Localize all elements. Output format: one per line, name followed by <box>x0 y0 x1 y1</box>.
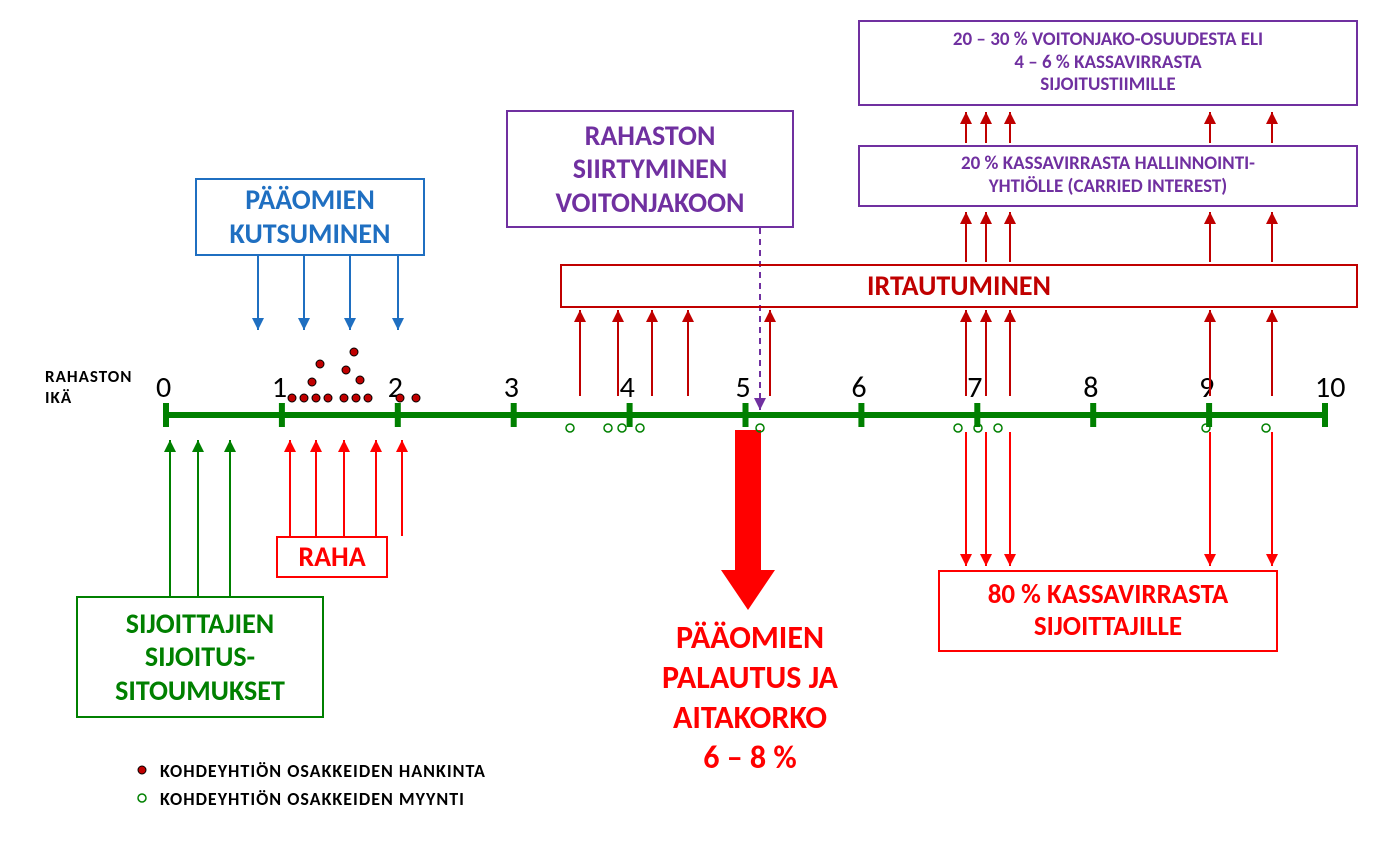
svg-text:4: 4 <box>620 369 635 406</box>
svg-text:8: 8 <box>1083 369 1098 406</box>
box-paakutsuminen: PÄÄOMIENKUTSUMINEN <box>195 178 425 256</box>
svg-text:10: 10 <box>1315 369 1345 406</box>
svg-text:5: 5 <box>736 369 751 406</box>
svg-text:1: 1 <box>272 369 287 406</box>
legend-green-dot-label: KOHDEYHTIÖN OSAKKEIDEN MYYNTI <box>160 788 465 810</box>
svg-text:0: 0 <box>156 369 171 406</box>
box-raha: RAHA <box>276 536 388 578</box>
axis-title: RAHASTONIKÄ <box>45 366 132 408</box>
box-rahaston_siirto: RAHASTONSIIRTYMINENVOITONJAKOON <box>506 110 794 228</box>
box-irtautuminen: IRTAUTUMINEN <box>560 264 1358 308</box>
legend-red-dot-label: KOHDEYHTIÖN OSAKKEIDEN HANKINTA <box>160 760 486 782</box>
svg-text:3: 3 <box>504 369 519 406</box>
svg-text:6: 6 <box>851 369 866 406</box>
box-carried_interest: 20 % KASSAVIRRASTA HALLINNOINTI-YHTIÖLLE… <box>858 145 1358 207</box>
svg-text:9: 9 <box>1199 369 1214 406</box>
box-voitonjako_tiimi: 20 – 30 % VOITONJAKO-OSUUDESTA ELI4 – 6 … <box>858 20 1358 106</box>
box-sijoittajien: SIJOITTAJIENSIJOITUS-SITOUMUKSET <box>76 596 324 718</box>
capital-return-text: PÄÄOMIENPALAUTUS JAAITAKORKO6 – 8 % <box>620 618 880 778</box>
svg-text:7: 7 <box>967 369 982 406</box>
box-kassa80: 80 % KASSAVIRRASTASIJOITTAJILLE <box>938 570 1278 652</box>
